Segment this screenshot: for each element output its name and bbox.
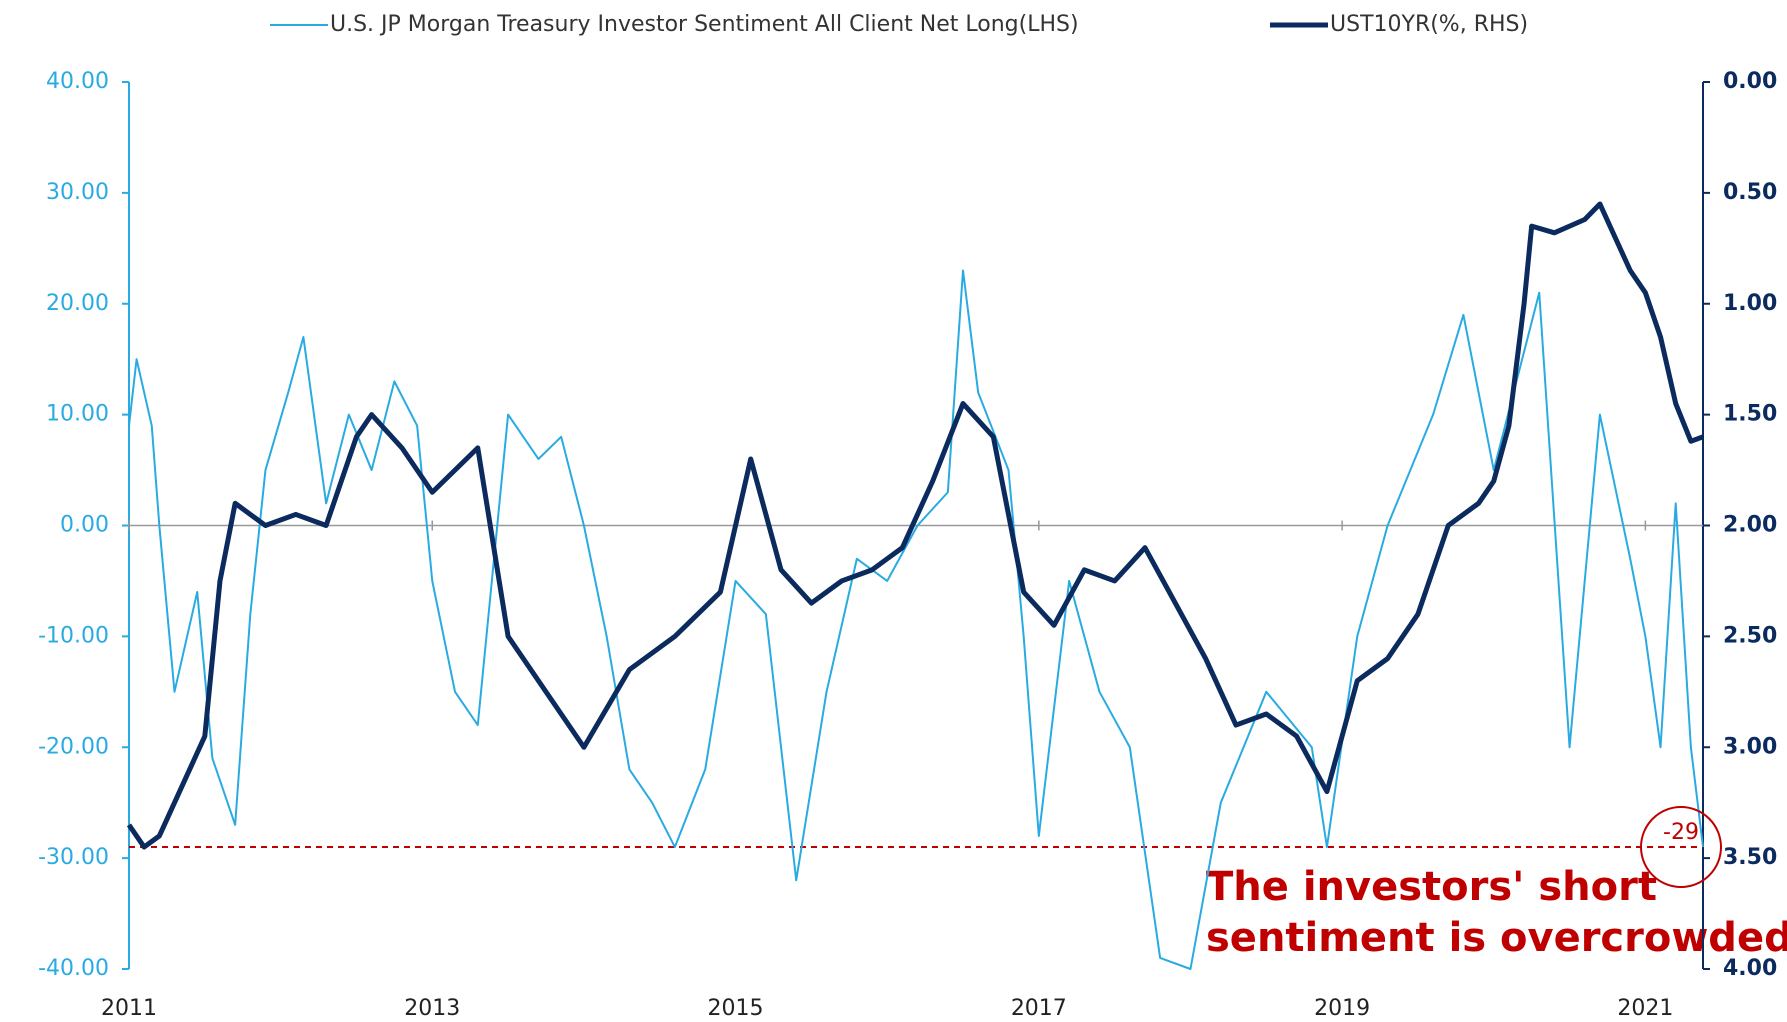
y2-tick-label: 2.50 (1723, 623, 1777, 648)
annotation: The investors' short (1206, 864, 1657, 910)
series-line (126, 201, 1704, 850)
x-tick-label: 2021 (1617, 996, 1673, 1021)
x-tick-label: 2011 (101, 996, 157, 1021)
annotation: sentiment is overcrowded (1206, 915, 1787, 961)
y2-tick-label: 1.00 (1723, 291, 1777, 316)
y2-tick-label: 2.00 (1723, 513, 1777, 538)
x-tick-label: 2015 (708, 996, 764, 1021)
x-tick-label: 2019 (1314, 996, 1370, 1021)
y-tick-label: -20.00 (38, 734, 109, 759)
y-tick-label: 40.00 (46, 69, 109, 94)
y2-tick-label: 4.00 (1723, 956, 1777, 981)
y2-tick-label: 3.00 (1723, 734, 1777, 759)
x-tick-label: 2013 (404, 996, 460, 1021)
x-tick-label: 2017 (1011, 996, 1067, 1021)
y-tick-label: -40.00 (38, 956, 109, 981)
y2-tick-label: 1.50 (1723, 402, 1777, 427)
y-tick-label: 30.00 (46, 180, 109, 205)
y-tick-label: 20.00 (46, 291, 109, 316)
y2-tick-label: 0.50 (1723, 180, 1777, 205)
series-line (128, 269, 1704, 970)
highlight-circle (1640, 806, 1722, 889)
y-tick-label: -30.00 (38, 845, 109, 870)
y2-tick-label: 3.50 (1723, 845, 1777, 870)
legend-label: UST10YR(%, RHS) (1330, 12, 1528, 37)
reference-label: -29 (1663, 820, 1699, 845)
y-tick-label: 0.00 (60, 513, 109, 538)
legend-label: U.S. JP Morgan Treasury Investor Sentime… (330, 12, 1079, 37)
y-tick-label: 10.00 (46, 402, 109, 427)
y-tick-label: -10.00 (38, 623, 109, 648)
y2-tick-label: 0.00 (1723, 69, 1777, 94)
